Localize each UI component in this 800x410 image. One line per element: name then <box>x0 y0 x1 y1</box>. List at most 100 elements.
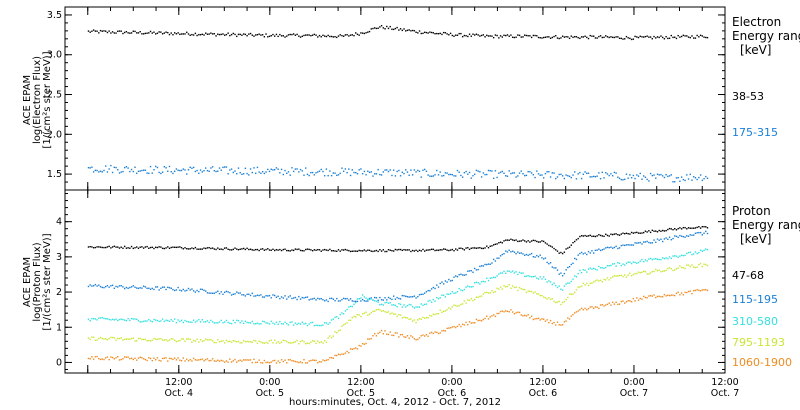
electron-point <box>706 177 709 180</box>
electron-point <box>511 172 514 174</box>
proton-point <box>482 280 485 283</box>
proton-point <box>253 322 255 325</box>
electron-point <box>598 172 600 174</box>
proton-point <box>601 267 604 269</box>
proton-point <box>541 294 543 297</box>
proton-y-tick-label: 4 <box>56 217 62 228</box>
proton-point <box>311 321 314 324</box>
electron-point <box>96 30 98 32</box>
proton-point <box>429 299 431 302</box>
electron-point <box>617 176 619 178</box>
proton-point <box>582 308 585 311</box>
proton-point <box>480 247 483 250</box>
proton-point <box>206 292 209 294</box>
proton-point <box>284 295 286 297</box>
electron-point <box>699 34 702 37</box>
proton-point <box>91 336 93 338</box>
proton-point <box>118 318 121 321</box>
proton-point <box>337 317 340 320</box>
proton-point <box>513 286 516 289</box>
electron-point <box>474 173 476 175</box>
proton-point <box>594 249 597 252</box>
proton-point <box>106 356 109 358</box>
proton-point <box>413 307 416 309</box>
electron-point <box>403 172 405 175</box>
proton-point <box>322 324 324 326</box>
proton-point <box>687 227 690 229</box>
electron-point <box>627 177 629 179</box>
electron-point <box>415 171 417 173</box>
proton-point <box>675 255 678 257</box>
electron-point <box>305 34 307 36</box>
electron-panel-frame <box>64 6 726 191</box>
proton-point <box>586 271 588 273</box>
electron-point <box>472 33 474 35</box>
proton-point <box>475 269 478 271</box>
proton-point <box>384 250 386 253</box>
proton-point <box>532 255 535 258</box>
electron-point <box>218 167 221 169</box>
proton-point <box>203 321 205 323</box>
proton-point <box>117 355 119 358</box>
proton-point <box>196 289 198 292</box>
proton-point <box>555 324 557 326</box>
proton-point <box>242 339 245 342</box>
proton-point <box>505 286 507 288</box>
proton-point <box>606 246 609 249</box>
proton-point <box>211 321 214 323</box>
proton-point <box>287 249 290 252</box>
proton-point <box>465 286 467 288</box>
electron-point <box>642 175 645 177</box>
proton-point <box>693 234 695 236</box>
proton-point <box>441 330 443 332</box>
proton-point <box>499 286 502 288</box>
proton-point <box>706 248 709 251</box>
proton-point <box>489 316 491 318</box>
proton-point <box>496 312 498 315</box>
electron-point <box>549 176 552 178</box>
electron-point <box>127 32 129 34</box>
proton-point <box>91 317 93 320</box>
proton-point <box>448 307 450 309</box>
proton-point <box>591 235 593 238</box>
proton-point <box>461 303 464 305</box>
proton-point <box>286 298 288 300</box>
proton-point <box>292 324 295 326</box>
proton-point <box>98 357 100 360</box>
proton-point <box>456 275 459 278</box>
proton-point <box>568 265 571 268</box>
proton-point <box>434 300 436 302</box>
proton-point <box>239 292 241 294</box>
electron-point <box>344 168 347 170</box>
proton-point <box>694 289 697 292</box>
proton-point <box>177 319 179 321</box>
proton-point <box>606 277 609 279</box>
proton-point <box>477 319 479 322</box>
proton-point <box>342 353 345 355</box>
electron-point <box>491 170 493 172</box>
proton-point <box>461 274 464 276</box>
proton-point <box>584 269 586 271</box>
electron-point <box>403 28 405 30</box>
proton-point <box>587 308 590 310</box>
proton-point <box>691 253 693 256</box>
proton-point <box>168 287 171 289</box>
proton-point <box>484 247 486 249</box>
electron-point <box>513 172 516 174</box>
proton-point <box>349 250 352 253</box>
proton-point <box>370 312 372 314</box>
proton-point <box>374 300 376 302</box>
electron-point <box>520 170 522 172</box>
proton-point <box>261 296 264 298</box>
proton-point <box>496 257 498 259</box>
proton-point <box>656 258 659 261</box>
proton-point <box>358 249 360 252</box>
electron-point <box>498 37 500 39</box>
proton-point <box>503 285 505 287</box>
proton-point <box>656 269 659 272</box>
electron-point <box>567 175 569 177</box>
electron-point <box>384 28 386 30</box>
electron-point <box>632 38 635 40</box>
electron-point <box>603 36 605 39</box>
electron-point <box>194 170 197 173</box>
